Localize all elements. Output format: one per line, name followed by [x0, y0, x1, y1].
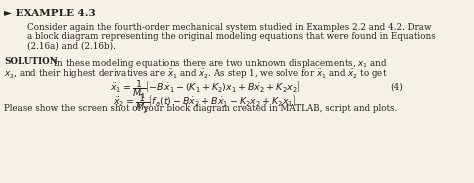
Text: Please show the screen shot of your block diagram created in MATLAB, script and : Please show the screen shot of your bloc… — [4, 104, 397, 113]
Text: ► EXAMPLE 4.3: ► EXAMPLE 4.3 — [4, 9, 96, 18]
Text: In these modeling equations there are two unknown displacements, $x_1$ and: In these modeling equations there are tw… — [46, 57, 388, 70]
Text: a block diagram representing the original modeling equations that were found in : a block diagram representing the origina… — [27, 32, 435, 41]
Text: (2.16a) and (2.16b).: (2.16a) and (2.16b). — [27, 41, 115, 50]
Text: Consider again the fourth-order mechanical system studied in Examples 2.2 and 4.: Consider again the fourth-order mechanic… — [27, 23, 431, 31]
Text: $\ddot{x}_1 = \dfrac{1}{M_1}\left[-B\dot{x}_1-(K_1+K_2)x_1+B\dot{x}_2+K_2x_2\rig: $\ddot{x}_1 = \dfrac{1}{M_1}\left[-B\dot… — [109, 79, 300, 101]
Text: (4): (4) — [391, 82, 403, 91]
Text: SOLUTION: SOLUTION — [4, 57, 58, 66]
Text: $\ddot{x}_2 = \dfrac{1}{M_2}\left[f_a(t)-B\dot{x}_2+B\dot{x}_1-K_2x_2+K_2x_1\rig: $\ddot{x}_2 = \dfrac{1}{M_2}\left[f_a(t)… — [113, 92, 296, 115]
Text: $x_2$, and their highest derivatives are $\ddot{x}_1$ and $\ddot{x}_2$. As step : $x_2$, and their highest derivatives are… — [4, 67, 388, 81]
